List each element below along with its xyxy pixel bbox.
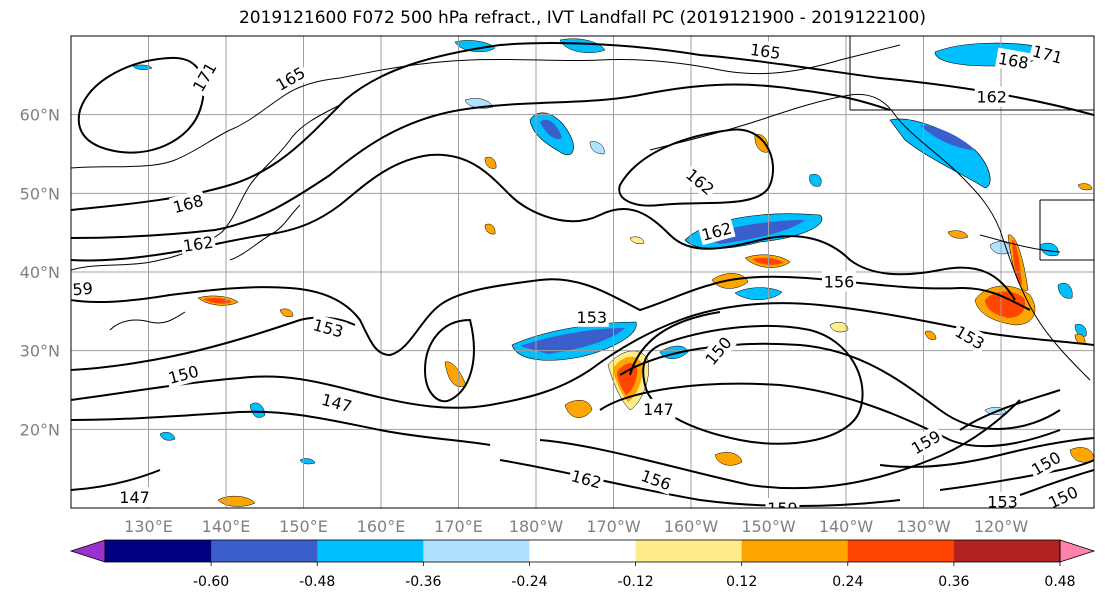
latitude-tick-labels: 20°N 30°N 40°N 50°N 60°N: [20, 106, 60, 440]
colorbar-swatch-6: [741, 540, 849, 562]
contour-label-bg-16: [164, 360, 203, 389]
colorbar-tick-label-2: -0.36: [405, 574, 441, 590]
contour-label-text-5: 162: [976, 88, 1007, 107]
lat-tick-label-0: 20°N: [20, 420, 60, 439]
contour-label-9: 162: [179, 231, 217, 256]
colorbar-tick-label-4: -0.12: [617, 574, 653, 590]
lon-tick-label-2: 150°E: [279, 517, 328, 536]
contour-label-20: 150: [1026, 445, 1066, 481]
contour-label-text-12: 153: [577, 308, 608, 327]
colorbar-swatch-0: [105, 540, 212, 562]
colorbar-extend-low: [69, 539, 106, 563]
lat-tick-label-3: 50°N: [20, 184, 60, 203]
lon-tick-label-3: 160°E: [357, 517, 406, 536]
contour-label-bg-3: [994, 47, 1032, 74]
contour-label-10: 156: [822, 271, 857, 292]
positive-anomaly-areas: [197, 134, 1094, 507]
contour-label-bg-1: [747, 38, 784, 64]
contour-label-8: 162: [697, 217, 736, 246]
colorbar-tick-label-7: 0.36: [938, 574, 969, 590]
contour-label-11: 59: [71, 277, 96, 300]
lon-tick-label-8: 150°W: [741, 517, 796, 536]
colorbar-tick-label-5: 0.12: [726, 574, 757, 590]
contour-label-bg-18: [641, 398, 676, 419]
contour-label-bg-20: [1026, 445, 1066, 481]
colorbar-swatch-1: [211, 540, 318, 562]
colorbar-swatch-7: [847, 540, 955, 562]
contour-label-bg-17: [317, 388, 356, 417]
contour-label-bg-26: [1043, 480, 1083, 508]
colorbar-swatch-5: [635, 540, 743, 562]
lon-tick-label-6: 170°W: [586, 517, 641, 536]
colorbar-swatch-4: [529, 540, 637, 562]
contour-label-bg-22: [567, 464, 606, 493]
lon-tick-label-9: 140°W: [819, 517, 874, 536]
lon-tick-label-11: 120°W: [974, 517, 1029, 536]
colorbar-swatch-8: [953, 540, 1061, 562]
contour-label-bg-7: [169, 189, 208, 218]
colorbar-frame: [104, 539, 1061, 563]
contour-label-1: 165: [747, 38, 784, 64]
lon-tick-label-4: 170°E: [434, 517, 483, 536]
contour-label-text-24: 159: [767, 499, 798, 518]
colorbar-swatch-2: [317, 540, 424, 562]
contour-label-12: 153: [574, 306, 609, 327]
lon-tick-label-5: 180°W: [509, 517, 564, 536]
contour-label-text-10: 156: [824, 272, 855, 291]
contour-label-text-11: 59: [72, 279, 94, 300]
contour-label-24: 159: [765, 498, 800, 518]
lat-tick-label-1: 30°N: [20, 342, 60, 361]
contour-label-bg-0: [187, 57, 222, 97]
longitude-tick-labels: 130°E 140°E 150°E 160°E 170°E 180°W 170°W 160°W…: [124, 517, 1028, 536]
contour-label-text-1: 165: [749, 40, 782, 63]
contour-label-bg-9: [179, 231, 217, 256]
plot-frame: [70, 35, 1095, 509]
colorbar: -0.60 -0.48 -0.36 -0.24 -0.12 0.12 0.24 0.36 0.4…: [69, 539, 1096, 590]
contour-label-bg-10: [822, 271, 857, 292]
contour-label-bg-24: [765, 498, 800, 508]
contour-label-23: 147: [117, 486, 152, 507]
contour-label-5: 162: [974, 86, 1009, 107]
contour-label-bg-4: [270, 61, 311, 96]
contour-label-bg-19: [906, 424, 946, 460]
contour-label-bg-8: [697, 217, 736, 246]
lon-tick-label-0: 130°E: [124, 517, 173, 536]
contour-label-text-25: 153: [987, 493, 1018, 512]
contour-label-bg-25: [985, 491, 1020, 508]
contour-label-bg-12: [574, 306, 609, 327]
colorbar-swatch-3: [423, 540, 530, 562]
lon-tick-label-1: 140°E: [202, 517, 251, 536]
contour-label-text-9: 162: [182, 233, 215, 256]
contour-label-text-18: 147: [643, 400, 674, 419]
shaded-anomaly-layer: [132, 38, 1094, 507]
colorbar-extend-high: [1059, 539, 1096, 563]
contour-label-text-23: 147: [119, 488, 150, 507]
contour-label-bg-21: [636, 464, 676, 495]
contour-label-bg-6: [680, 162, 720, 201]
contour-label-3: 168: [994, 47, 1032, 74]
contour-label-18: 147: [641, 398, 676, 419]
colorbar-tick-label-0: -0.60: [193, 574, 229, 590]
lon-tick-label-7: 160°W: [664, 517, 719, 536]
contour-label-bg-2: [1028, 40, 1067, 69]
colorbar-tick-label-6: 0.24: [832, 574, 863, 590]
lat-tick-label-4: 60°N: [20, 106, 60, 125]
contour-label-bg-5: [974, 86, 1009, 107]
contour-label-bg-11: [71, 277, 96, 300]
colorbar-tick-label-3: -0.24: [511, 574, 547, 590]
contour-label-bg-15: [699, 331, 737, 371]
negative-anomaly-areas: [132, 38, 1087, 465]
colorbar-tick-label-8: 0.48: [1044, 574, 1075, 590]
contour-label-bg-13: [309, 313, 348, 342]
lon-tick-label-10: 130°W: [896, 517, 951, 536]
contour-label-bg-14: [950, 320, 990, 355]
lat-tick-label-2: 40°N: [20, 263, 60, 282]
chart-title: 2019121600 F072 500 hPa refract., IVT La…: [238, 8, 926, 28]
colorbar-tick-label-1: -0.48: [299, 574, 335, 590]
contour-label-25: 153: [985, 491, 1020, 512]
contour-label-bg-23: [117, 486, 152, 507]
